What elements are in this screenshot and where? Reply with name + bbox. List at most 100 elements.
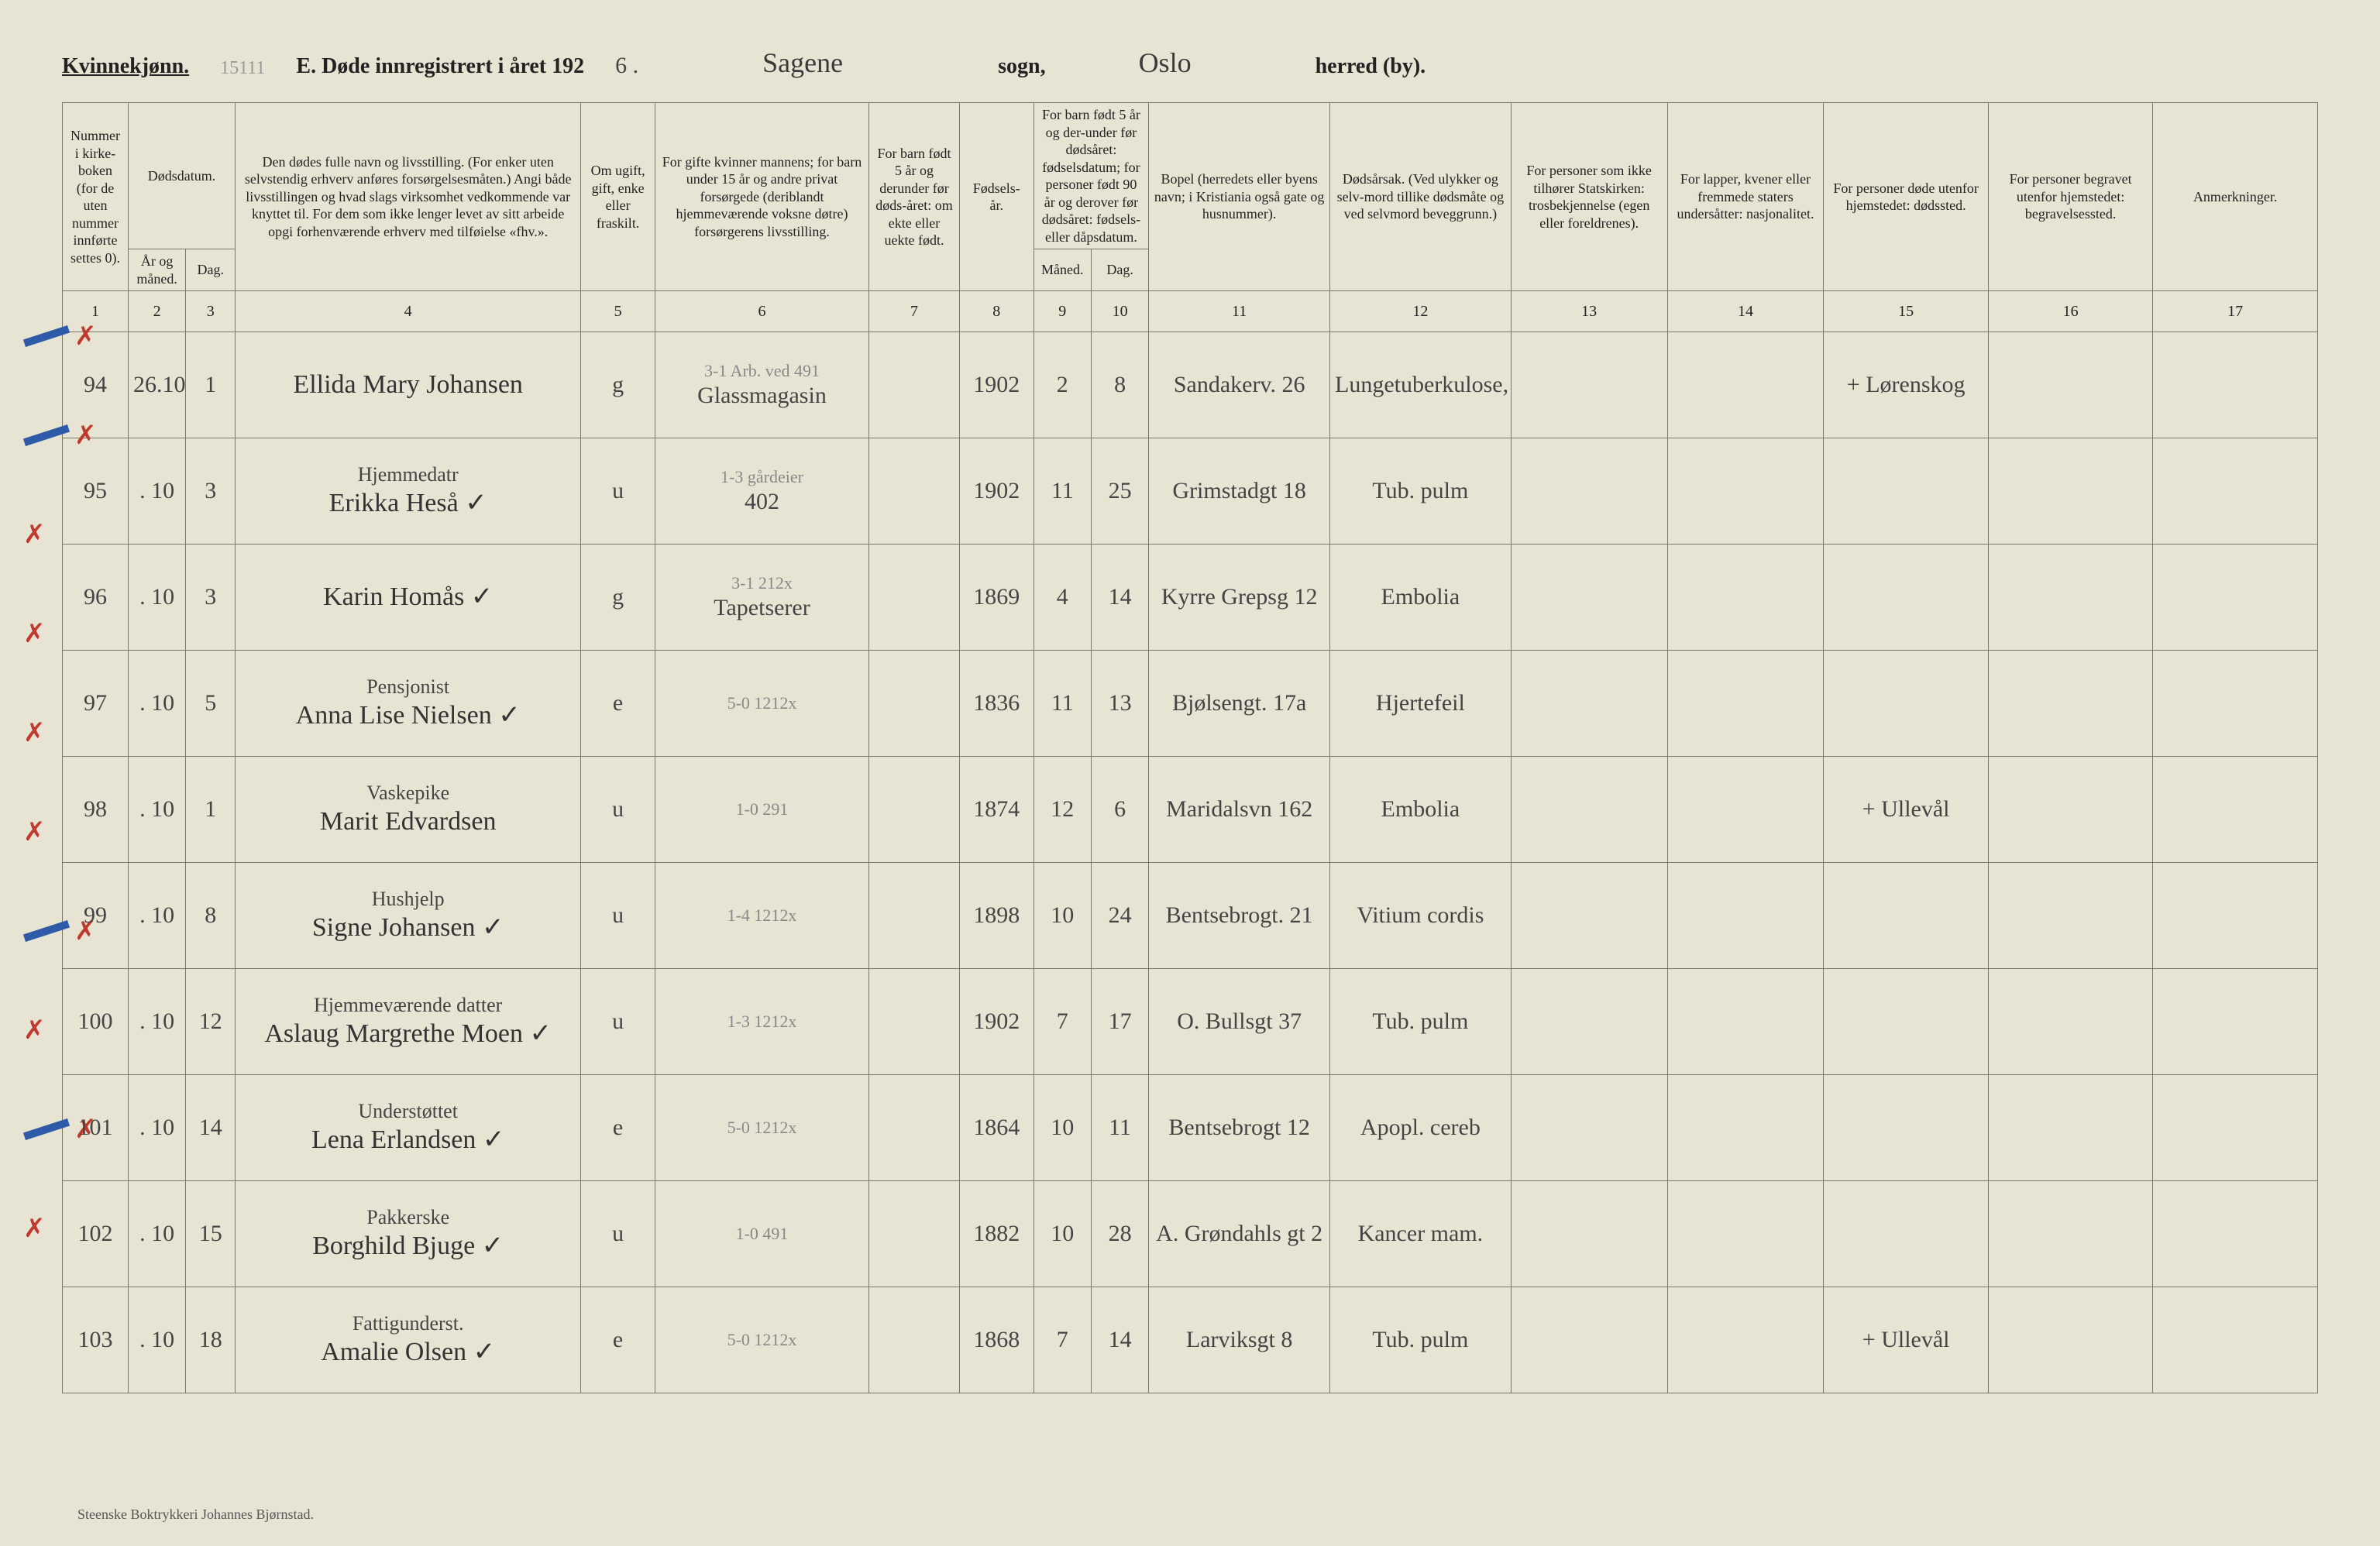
year-month: . 10 [128,651,185,757]
confession [1511,863,1667,969]
day: 15 [186,1181,236,1287]
death-place [1824,863,1988,969]
birth-month: 11 [1034,651,1091,757]
name-occupation: VaskepikeMarit Edvardsen [236,757,581,863]
column-number: 4 [236,291,581,332]
legitimacy [869,1075,960,1181]
cause-of-death: Tub. pulm [1330,438,1512,545]
legitimacy [869,332,960,438]
parish-name: Sagene [762,46,843,79]
marital-status: u [581,1181,655,1287]
entry-number: 98 [63,757,129,863]
confession [1511,1287,1667,1393]
birth-month: 7 [1034,969,1091,1075]
remarks [2153,1075,2318,1181]
column-number: 7 [869,291,960,332]
column-numbers-row: 1234567891011121314151617 [63,291,2318,332]
birth-day: 14 [1091,545,1148,651]
legitimacy [869,651,960,757]
nationality [1667,1181,1824,1287]
birth-year: 1864 [959,1075,1034,1181]
table-row: 9426.101Ellida Mary Johanseng3-1 Arb. ve… [63,332,2318,438]
burial-place [1988,969,2152,1075]
birth-year: 1902 [959,969,1034,1075]
burial-place [1988,757,2152,863]
column-number: 15 [1824,291,1988,332]
name-occupation: Hjemmeværende datterAslaug Margrethe Moe… [236,969,581,1075]
name-occupation: Fattigunderst.Amalie Olsen ✓ [236,1287,581,1393]
birth-year: 1868 [959,1287,1034,1393]
death-place [1824,438,1988,545]
entry-number: 97 [63,651,129,757]
hdr-c15: For personer døde utenfor hjemstedet: dø… [1824,103,1988,291]
remarks [2153,332,2318,438]
hdr-c13: For personer som ikke tilhører Statskirk… [1511,103,1667,291]
birth-month: 7 [1034,1287,1091,1393]
residence: Sandakerv. 26 [1149,332,1330,438]
burial-place [1988,438,2152,545]
day: 14 [186,1075,236,1181]
death-place [1824,1075,1988,1181]
marital-status: e [581,1075,655,1181]
cross-mark-icon: ✗ [23,1213,46,1244]
birth-month: 2 [1034,332,1091,438]
column-number: 5 [581,291,655,332]
birth-year: 1874 [959,757,1034,863]
spouse-occupation: 1-3 1212x [655,969,868,1075]
residence: Bentsebrogt. 21 [1149,863,1330,969]
spouse-occupation: 5-0 1212x [655,1075,868,1181]
marital-status: e [581,1287,655,1393]
column-number: 11 [1149,291,1330,332]
hdr-c17: Anmerkninger. [2153,103,2318,291]
birth-day: 14 [1091,1287,1148,1393]
residence: A. Grøndahls gt 2 [1149,1181,1330,1287]
ledger-table: Nummer i kirke- boken (for de uten numme… [62,102,2318,1393]
table-row: 95. 103HjemmedatrErikka Heså ✓u1-3 gårde… [63,438,2318,545]
burial-place [1988,651,2152,757]
section-label-prefix: E. Døde innregistrert i året 192 [296,54,584,79]
birth-year: 1902 [959,438,1034,545]
remarks [2153,757,2318,863]
cross-mark-icon: ✗ [23,519,46,550]
year-suffix: 6 . [615,53,638,79]
cause-of-death: Lungetuberkulose, [1330,332,1512,438]
spouse-occupation: 1-0 491 [655,1181,868,1287]
table-row: 100. 1012Hjemmeværende datterAslaug Marg… [63,969,2318,1075]
table-row: 102. 1015PakkerskeBorghild Bjuge ✓u1-0 4… [63,1181,2318,1287]
remarks [2153,1181,2318,1287]
nationality [1667,863,1824,969]
table-row: 96. 103Karin Homås ✓g3-1 212xTapetserer1… [63,545,2318,651]
nationality [1667,651,1824,757]
remarks [2153,651,2318,757]
marital-status: g [581,545,655,651]
year-month: . 10 [128,969,185,1075]
cause-of-death: Tub. pulm [1330,969,1512,1075]
day: 8 [186,863,236,969]
legitimacy [869,1181,960,1287]
entry-number: 102 [63,1181,129,1287]
legitimacy [869,863,960,969]
spouse-occupation: 1-0 291 [655,757,868,863]
birth-year: 1898 [959,863,1034,969]
table-row: 103. 1018Fattigunderst.Amalie Olsen ✓e5-… [63,1287,2318,1393]
spouse-occupation: 5-0 1212x [655,651,868,757]
spouse-occupation: 3-1 Arb. ved 491Glassmagasin [655,332,868,438]
hdr-c9-10-top: For barn født 5 år og der-under før døds… [1034,103,1149,249]
remarks [2153,545,2318,651]
death-place [1824,545,1988,651]
entry-number: 96 [63,545,129,651]
day: 5 [186,651,236,757]
hdr-c8: Fødsels- år. [959,103,1034,291]
column-number: 6 [655,291,868,332]
birth-year: 1836 [959,651,1034,757]
remarks [2153,1287,2318,1393]
confession [1511,1075,1667,1181]
birth-day: 13 [1091,651,1148,757]
nationality [1667,545,1824,651]
confession [1511,651,1667,757]
entry-number: 94 [63,332,129,438]
year-month: 26.10 [128,332,185,438]
hdr-c11: Bopel (herredets eller byens navn; i Kri… [1149,103,1330,291]
name-occupation: HjemmedatrErikka Heså ✓ [236,438,581,545]
column-number: 9 [1034,291,1091,332]
